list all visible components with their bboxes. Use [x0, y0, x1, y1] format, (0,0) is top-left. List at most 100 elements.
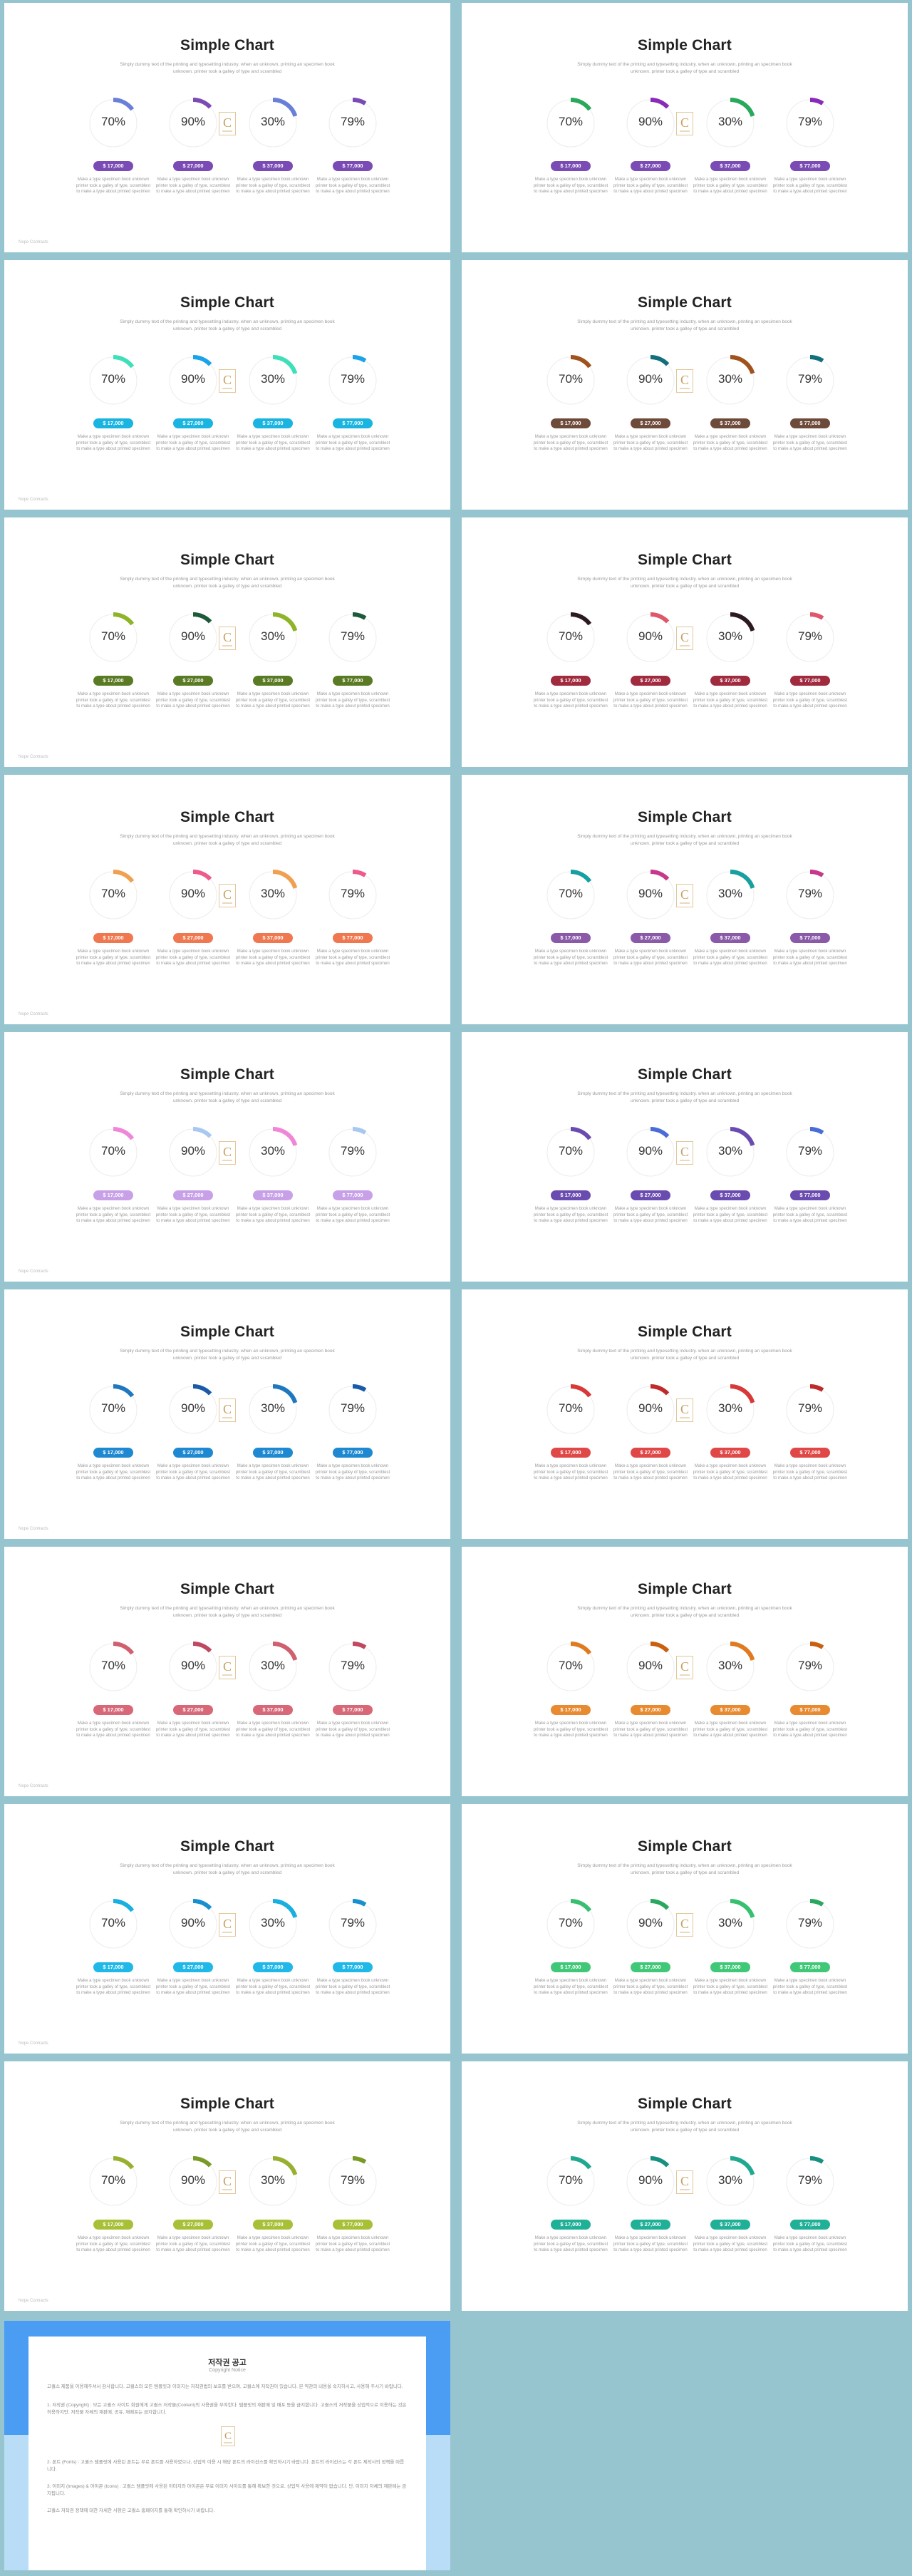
- ring-percent-label: 70%: [558, 115, 584, 128]
- ring-percent-label: 90%: [180, 629, 206, 643]
- ring-arc: [545, 1642, 596, 1693]
- ring-chart: 70%: [87, 354, 140, 407]
- ring-percent-label: 90%: [638, 2173, 663, 2187]
- c-monogram-logo-icon: C: [219, 112, 236, 135]
- amount-badge: $ 17,000: [93, 418, 133, 428]
- ring-arc: [88, 612, 139, 664]
- slide-title: Simple Chart: [180, 1838, 274, 1855]
- item-description: Make a type specimen book unknown printe…: [772, 435, 848, 451]
- ring-chart: 79%: [784, 2155, 836, 2208]
- ring-chart: 90%: [624, 97, 677, 150]
- ring-chart: 70%: [87, 2155, 140, 2208]
- chart-slide: Simple Chart Simply dummy text of the pri…: [4, 1289, 450, 1539]
- ring-percent-label: 30%: [260, 887, 286, 900]
- ring-arc: [625, 870, 676, 921]
- ring-chart: 30%: [704, 1641, 757, 1694]
- ring-percent-label: 90%: [638, 115, 663, 128]
- slide-title: Simple Chart: [180, 294, 274, 311]
- ring-chart: 90%: [624, 1641, 677, 1694]
- amount-badge: $ 77,000: [333, 1448, 373, 1458]
- ring-chart: 70%: [87, 1126, 140, 1179]
- ring-percent-label: 90%: [638, 887, 663, 900]
- ring-percent-label: 79%: [797, 1401, 823, 1415]
- ring-arc: [705, 98, 756, 149]
- item-description: Make a type specimen book unknown printe…: [693, 949, 768, 966]
- ring-chart-row: 70% 90% 30% 79%: [4, 2155, 450, 2212]
- svg-text:C: C: [223, 630, 232, 644]
- svg-text:C: C: [680, 1659, 689, 1674]
- ring-percent-label: 30%: [260, 2173, 286, 2187]
- ring-arc: [625, 1384, 676, 1436]
- ring-chart: 30%: [247, 1641, 299, 1694]
- ring-arc: [247, 1642, 299, 1693]
- slide-footer: Nope Contracts: [19, 2299, 48, 2303]
- item-description: Make a type specimen book unknown printe…: [693, 1207, 768, 1223]
- amount-badge: $ 27,000: [173, 933, 213, 943]
- ring-percent-label: 79%: [797, 1916, 823, 1930]
- amount-badge: $ 17,000: [551, 1962, 591, 1972]
- svg-text:C: C: [223, 2174, 232, 2188]
- item-description: Make a type specimen book unknown printe…: [613, 692, 688, 709]
- chart-slide: Simple Chart Simply dummy text of the pri…: [462, 3, 908, 252]
- slide-title: Simple Chart: [638, 552, 732, 568]
- ring-chart: 79%: [326, 1384, 379, 1436]
- amount-badge: $ 77,000: [790, 1190, 830, 1200]
- ring-chart: 30%: [247, 97, 299, 150]
- amount-badge: $ 37,000: [253, 1962, 293, 1972]
- ring-percent-label: 79%: [797, 115, 823, 128]
- ring-arc: [545, 1384, 596, 1436]
- ring-chart-row: 70% 90% 30% 79%: [4, 1384, 450, 1441]
- ring-percent-label: 70%: [100, 372, 126, 386]
- svg-text:C: C: [224, 2431, 232, 2442]
- amount-badge: $ 77,000: [790, 1705, 830, 1715]
- chart-slide: Simple Chart Simply dummy text of the pri…: [4, 3, 450, 252]
- ring-chart: 70%: [87, 1898, 140, 1951]
- ring-arc: [784, 2156, 836, 2207]
- ring-percent-label: 30%: [717, 115, 743, 128]
- c-monogram-logo-icon: C: [219, 1141, 236, 1165]
- ring-percent-label: 70%: [100, 629, 126, 643]
- ring-chart: 70%: [544, 869, 597, 922]
- item-description: Make a type specimen book unknown printe…: [533, 177, 608, 194]
- ring-percent-label: 90%: [638, 1401, 663, 1415]
- ring-percent-label: 70%: [100, 1916, 126, 1930]
- slide-title: Simple Chart: [180, 37, 274, 53]
- slide-subtitle: Simply dummy text of the printing and ty…: [577, 1606, 792, 1618]
- ring-chart: 79%: [326, 1641, 379, 1694]
- ring-chart: 90%: [624, 1898, 677, 1951]
- amount-badge: $ 17,000: [93, 1962, 133, 1972]
- item-description: Make a type specimen book unknown printe…: [315, 2236, 390, 2252]
- copyright-paragraph: 고퀄스 저작권 정책에 대한 자세한 사항은 고퀄스 홈페이지를 통해 확인하시…: [47, 2508, 215, 2513]
- ring-arc: [88, 1384, 139, 1436]
- item-description: Make a type specimen book unknown printe…: [315, 1464, 390, 1480]
- ring-percent-label: 30%: [260, 1401, 286, 1415]
- amount-badge: $ 27,000: [631, 418, 670, 428]
- svg-text:C: C: [223, 1145, 232, 1159]
- chart-slide: Simple Chart Simply dummy text of the pri…: [4, 1032, 450, 1282]
- ring-chart: 30%: [704, 612, 757, 664]
- ring-arc: [784, 870, 836, 921]
- slide-footer: Nope Contracts: [19, 755, 48, 759]
- item-description: Make a type specimen book unknown printe…: [693, 1979, 768, 1995]
- amount-badge: $ 77,000: [790, 161, 830, 171]
- amount-badge: $ 37,000: [710, 1448, 750, 1458]
- c-monogram-logo-icon: C: [676, 627, 693, 650]
- item-description: Make a type specimen book unknown printe…: [613, 1721, 688, 1738]
- amount-badge: $ 37,000: [253, 1190, 293, 1200]
- c-monogram-logo-icon: C: [219, 2170, 236, 2194]
- slide-subtitle: Simply dummy text of the printing and ty…: [577, 834, 792, 846]
- slide-title: Simple Chart: [638, 809, 732, 825]
- ring-arc: [327, 870, 378, 921]
- svg-text:C: C: [680, 115, 689, 130]
- c-monogram-logo-icon: C: [676, 1141, 693, 1165]
- item-description: Make a type specimen book unknown printe…: [76, 692, 151, 709]
- ring-arc: [327, 98, 378, 149]
- copyright-subtitle: Copyright Notice: [209, 2368, 246, 2373]
- item-description: Make a type specimen book unknown printe…: [772, 949, 848, 966]
- ring-chart-row: 70% 90% 30% 79%: [462, 1898, 908, 1955]
- amount-badge: $ 77,000: [333, 161, 373, 171]
- ring-percent-label: 70%: [558, 1659, 584, 1672]
- amount-badge: $ 27,000: [173, 676, 213, 686]
- ring-chart-row: 70% 90% 30% 79%: [462, 869, 908, 926]
- ring-percent-label: 30%: [717, 629, 743, 643]
